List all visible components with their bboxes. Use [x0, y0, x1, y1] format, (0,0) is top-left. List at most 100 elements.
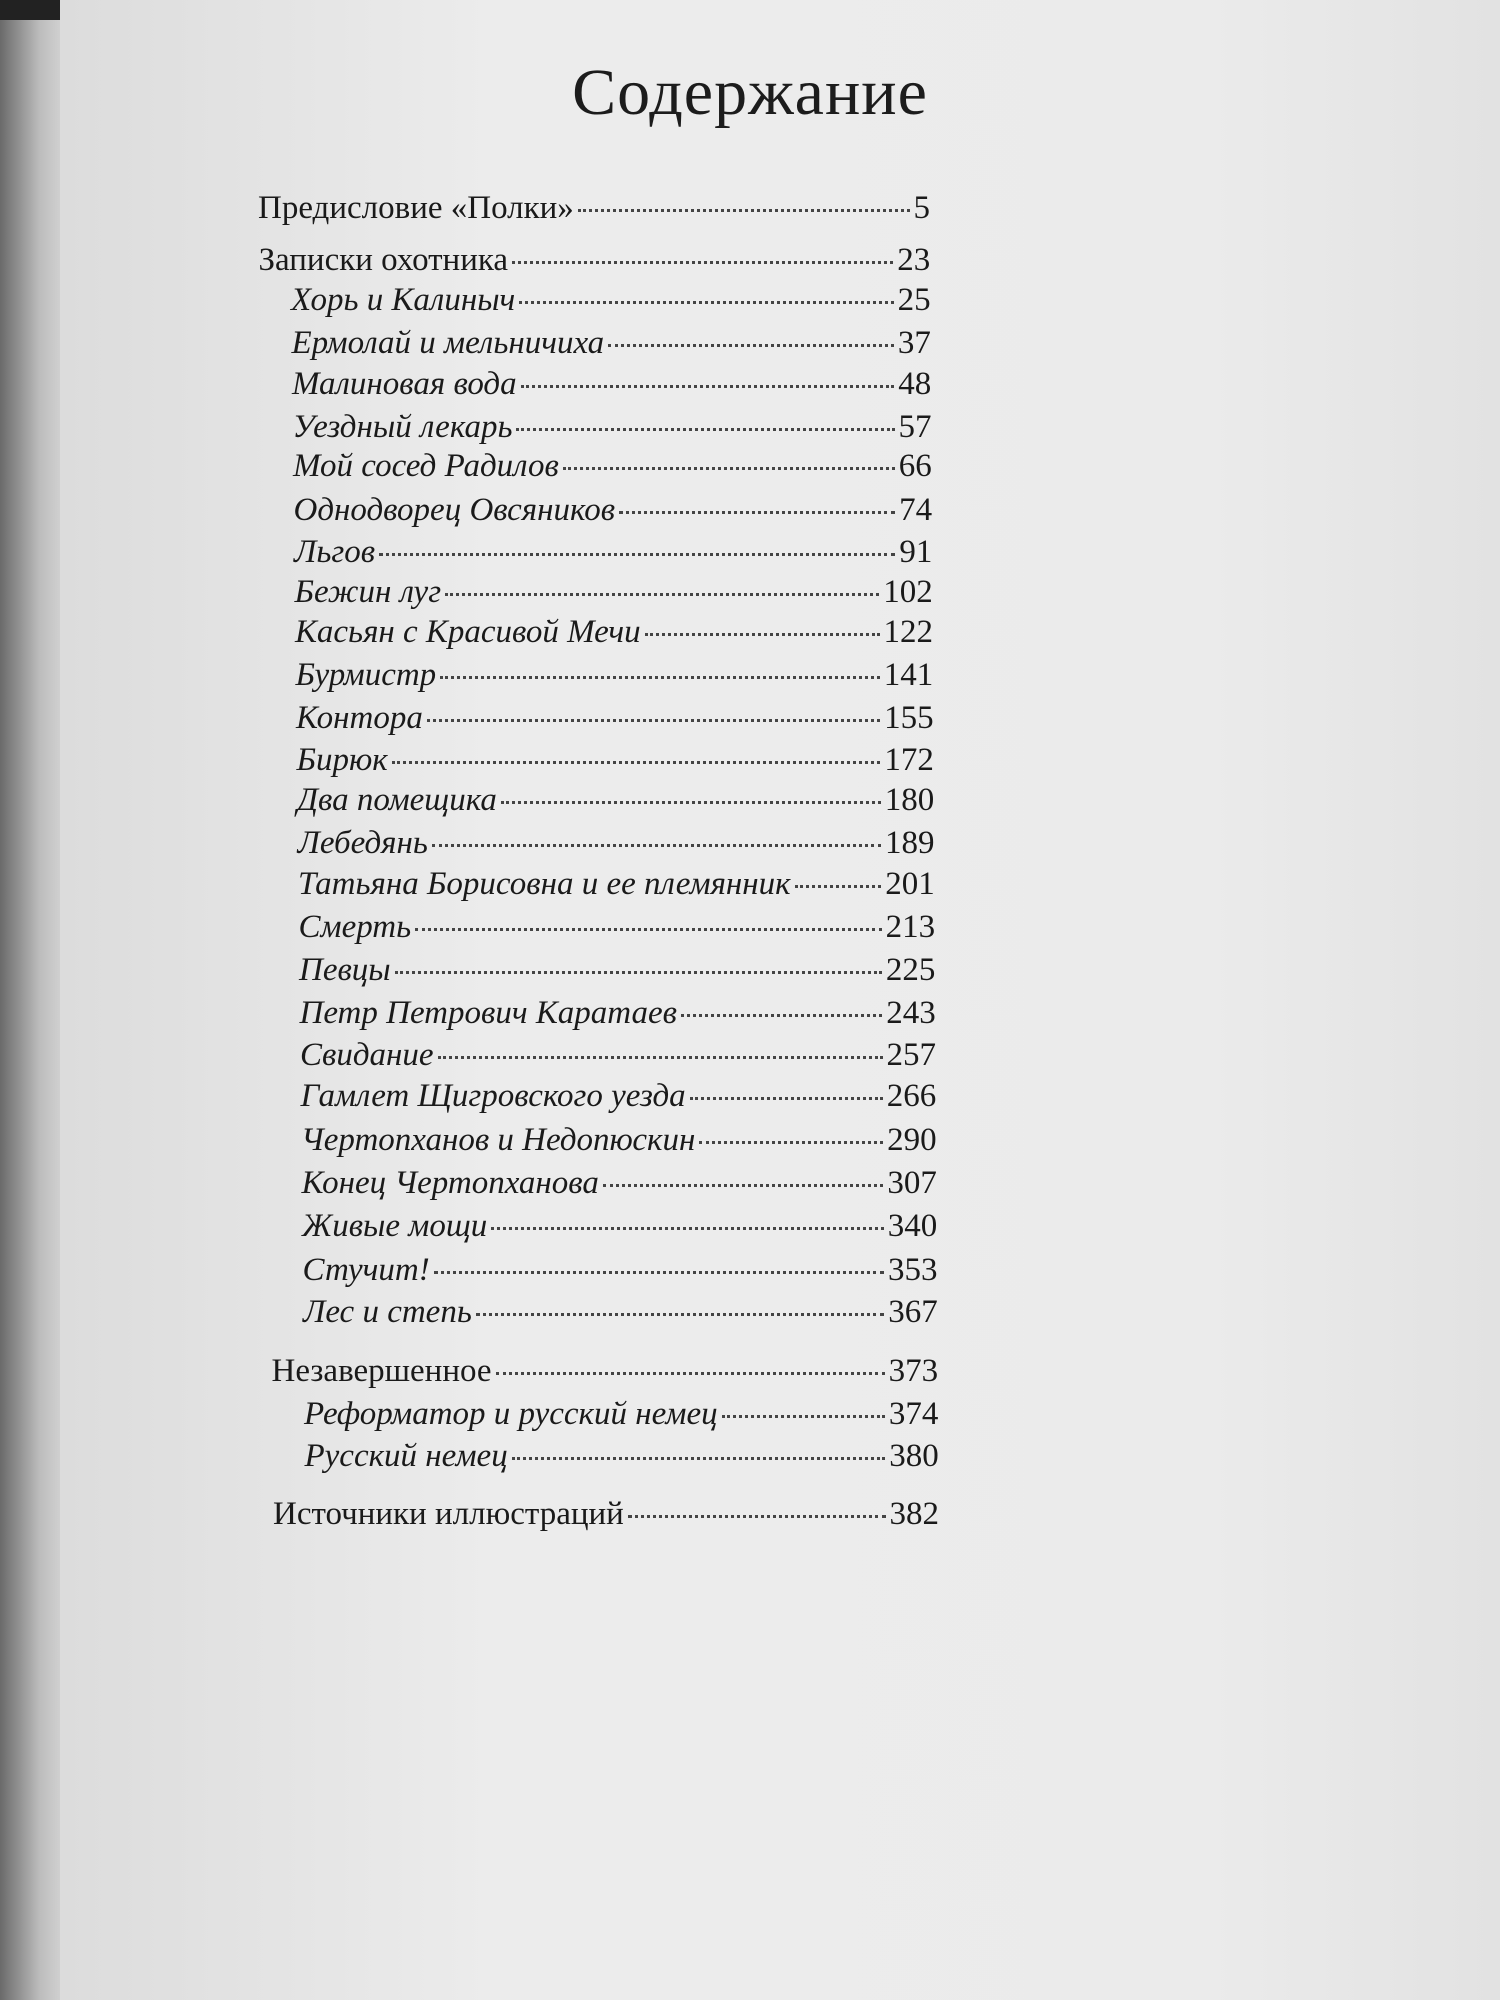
toc-entry-page: 37	[897, 325, 931, 361]
toc-entry-page: 373	[888, 1353, 939, 1389]
dot-leader	[689, 1097, 883, 1100]
toc-entry-title: Конец Чертопханова	[301, 1165, 599, 1201]
dot-leader	[602, 1184, 884, 1187]
toc-entry-title: Гамлет Щигровского уезда	[300, 1078, 686, 1114]
toc-entry: Малиновая вода 48	[292, 366, 931, 406]
toc-entry: Источники иллюстраций 382	[273, 1496, 939, 1536]
toc-entry-title: Бурмистр	[295, 657, 437, 693]
toc-entry-page: 25	[897, 282, 931, 318]
toc-entry-title: Незавершенное	[271, 1353, 492, 1389]
toc-entry-page: 353	[888, 1252, 938, 1288]
dot-leader	[577, 209, 910, 212]
dot-leader	[608, 344, 894, 347]
toc-entry: Бирюк 172	[297, 742, 934, 782]
dot-leader	[415, 928, 882, 931]
dot-leader	[516, 428, 895, 431]
toc-entry-page: 374	[888, 1396, 939, 1432]
toc-entry-page: 189	[885, 825, 935, 861]
toc-entry-page: 91	[899, 534, 933, 570]
dot-leader	[511, 1457, 886, 1460]
dot-leader	[644, 633, 880, 636]
toc-entry-title: Русский немец	[304, 1438, 508, 1474]
toc-entry: Русский немец 380	[305, 1438, 939, 1478]
toc-entry-title: Бирюк	[296, 742, 388, 778]
toc-entry: Татьяна Борисовна и ее племянник 201	[298, 866, 935, 906]
toc-entry: Лес и степь 367	[303, 1294, 938, 1334]
toc-entry: Предисловие «Полки» 5	[258, 190, 930, 230]
toc-entry: Записки охотника 23	[259, 242, 931, 282]
toc-entry: Свидание 257	[300, 1037, 936, 1077]
dot-leader	[445, 593, 880, 596]
toc-entry-title: Два помещика	[297, 782, 497, 818]
toc-entry: Гамлет Щигровского уезда 266	[301, 1078, 937, 1118]
background-corner	[0, 0, 60, 20]
page-title: Содержание	[572, 56, 928, 129]
toc-entry-page: 367	[888, 1294, 938, 1330]
toc-entry: Бежин луг 102	[295, 574, 933, 614]
toc-entry-title: Мой сосед Радилов	[293, 448, 559, 484]
toc-entry-title: Лес и степь	[303, 1294, 472, 1330]
dot-leader	[699, 1141, 884, 1144]
toc-entry-title: Свидание	[300, 1037, 434, 1073]
dot-leader	[391, 761, 881, 764]
toc-entry: Стучит! 353	[303, 1252, 938, 1292]
toc-entry-title: Уездный лекарь	[292, 409, 513, 445]
toc-entry-title: Хорь и Калиныч	[291, 282, 516, 318]
toc-entry: Петр Петрович Каратаев 243	[300, 995, 936, 1035]
dot-leader	[431, 844, 881, 847]
toc-entry-page: 340	[887, 1208, 938, 1244]
toc-entry-page: 257	[886, 1037, 937, 1073]
dot-leader	[437, 1056, 883, 1059]
dot-leader	[491, 1227, 884, 1230]
toc-entry-title: Чертопханов и Недопюскин	[301, 1122, 696, 1158]
toc-entry-title: Стучит!	[302, 1252, 430, 1288]
toc-entry-title: Реформатор и русский немец	[304, 1396, 718, 1432]
toc-entry-title: Ермолай и мельничиха	[291, 325, 605, 361]
toc-entry-page: 172	[884, 742, 934, 778]
toc-entry-page: 243	[886, 995, 936, 1031]
dot-leader	[433, 1271, 884, 1274]
dot-leader	[627, 1515, 886, 1518]
dot-leader	[680, 1014, 883, 1017]
dot-leader	[379, 553, 896, 556]
toc-entry-page: 23	[897, 242, 931, 278]
dot-leader	[475, 1313, 885, 1316]
toc-entry-page: 74	[899, 492, 933, 528]
toc-entry-title: Татьяна Борисовна и ее племянник	[298, 866, 791, 902]
dot-leader	[721, 1415, 885, 1418]
toc-entry-title: Однодворец Овсяников	[293, 492, 616, 528]
toc-entry: Незавершенное 373	[272, 1353, 939, 1393]
toc-entry: Два помещика 180	[297, 782, 934, 822]
toc-entry-page: 57	[898, 409, 932, 445]
toc-entry-page: 266	[886, 1078, 937, 1114]
toc-entry-page: 102	[883, 574, 933, 610]
toc-entry: Хорь и Калиныч 25	[291, 282, 931, 322]
dot-leader	[519, 301, 894, 304]
dot-leader	[562, 467, 895, 470]
toc-entry-title: Смерть	[298, 909, 412, 945]
toc-entry: Однодворец Овсяников 74	[294, 492, 933, 532]
toc-entry-title: Лебедянь	[297, 825, 428, 861]
toc-entry-title: Малиновая вода	[292, 366, 517, 402]
toc-entry: Ермолай и мельничиха 37	[292, 325, 931, 365]
toc-entry: Реформатор и русский немец 374	[304, 1396, 938, 1436]
toc-entry-page: 122	[883, 614, 934, 650]
toc-entry: Уездный лекарь 57	[293, 409, 932, 449]
toc-entry-title: Предисловие «Полки»	[258, 190, 574, 226]
toc-entry-page: 201	[885, 866, 935, 902]
toc-entry: Мой сосед Радилов 66	[293, 448, 932, 488]
dot-leader	[794, 885, 882, 888]
toc-entry-page: 380	[889, 1438, 939, 1474]
dot-leader	[426, 719, 881, 722]
dot-leader	[394, 971, 882, 974]
toc-entry-page: 155	[884, 700, 934, 736]
toc-entry: Касьян с Красивой Мечи 122	[295, 614, 933, 654]
toc-entry-title: Записки охотника	[258, 242, 509, 278]
toc-entry-page: 48	[898, 366, 932, 402]
toc-entry-page: 180	[884, 782, 935, 818]
toc-entry-title: Источники иллюстраций	[273, 1496, 624, 1532]
toc-entry: Певцы 225	[299, 952, 935, 992]
toc-entry-page: 290	[887, 1122, 937, 1158]
toc-entry-page: 66	[898, 448, 932, 484]
dot-leader	[500, 801, 881, 804]
